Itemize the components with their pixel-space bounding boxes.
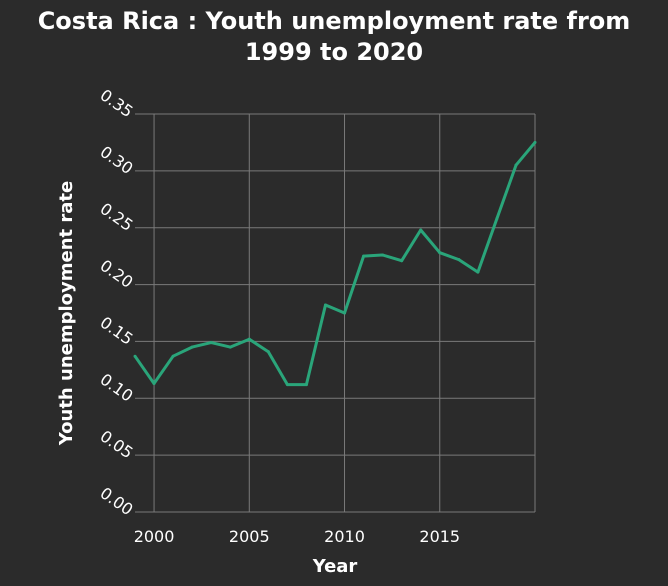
data-point [476,270,480,274]
data-point [419,228,423,232]
data-point [152,382,156,386]
data-point [247,337,251,341]
y-tick-label: 0.25 [97,199,137,235]
data-point [362,254,366,258]
x-tick-labels: 2000 2005 2010 2015 [134,527,460,546]
y-axis-title: Youth unemployment rate [56,181,77,446]
x-tick-label: 2000 [134,527,175,546]
y-tick-label: 0.10 [97,370,137,406]
x-tick-label: 2010 [324,527,365,546]
y-tick-label: 0.05 [97,426,137,462]
data-point [133,354,137,358]
y-tick-label: 0.35 [97,85,137,121]
y-tick-label: 0.30 [97,142,137,178]
y-tick-label: 0.00 [97,483,137,519]
chart-title-line-2: 1999 to 2020 [244,38,424,66]
data-point [400,259,404,263]
x-tick-label: 2005 [229,527,270,546]
data-point [495,217,499,221]
y-tick-labels: 0.00 0.05 0.10 0.15 0.20 0.25 0.30 0.35 [97,85,137,519]
data-point [285,383,289,387]
data-point [266,350,270,354]
data-point [381,253,385,257]
data-point [323,303,327,307]
data-point [343,311,347,315]
chart-title: Costa Rica : Youth unemployment rate fro… [0,6,668,68]
x-tick-label: 2015 [419,527,460,546]
series-line [133,141,537,387]
data-point [209,341,213,345]
data-point [457,258,461,262]
chart-title-line-1: Costa Rica : Youth unemployment rate fro… [37,7,631,35]
y-tick-label: 0.20 [97,256,137,292]
data-point [514,163,518,167]
data-point [438,251,442,255]
data-point [533,140,537,144]
data-points [133,140,537,387]
data-point [190,345,194,349]
x-axis-title: Year [312,556,358,577]
data-point [228,345,232,349]
y-tick-label: 0.15 [97,313,137,349]
data-point [171,354,175,358]
plot-background [135,114,535,512]
grid [135,113,536,513]
data-point [304,383,308,387]
